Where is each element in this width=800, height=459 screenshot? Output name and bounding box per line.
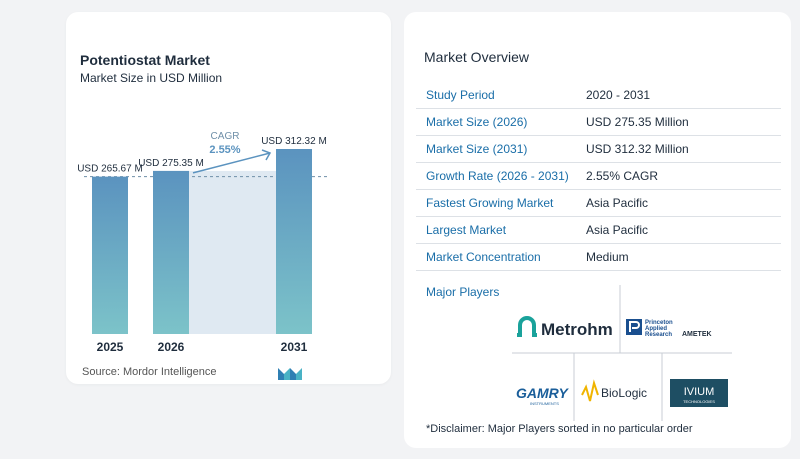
data-label-2031: USD 312.32 M <box>261 136 327 147</box>
chart-title: Potentiostat Market <box>80 52 210 68</box>
row-label: Market Size (2031) <box>426 142 528 156</box>
ivium-text: IVIUM <box>684 386 715 398</box>
cagr-arrow <box>192 152 271 174</box>
row-value: Asia Pacific <box>586 196 649 210</box>
table-row: Fastest Growing Market Asia Pacific <box>416 190 781 217</box>
metrohm-icon <box>517 316 537 337</box>
x-tick-label-2025: 2025 <box>97 340 124 354</box>
overview-title: Market Overview <box>424 49 530 65</box>
bar-chart: USD 265.67 M 2025 USD 275.35 M 2026 USD 312.… <box>77 131 328 354</box>
ivium-logo: IVIUM TECHNOLOGIES <box>670 379 728 407</box>
table-row: Study Period 2020 - 2031 <box>416 82 781 109</box>
source-text: Source: Mordor Intelligence <box>82 366 217 378</box>
table-row: Market Concentration Medium <box>416 244 781 271</box>
cagr-value: 2.55% <box>209 144 240 156</box>
gamry-text: GAMRY <box>516 385 570 401</box>
major-players-grid: Metrohm Princeton Applied Research AMETE… <box>512 285 732 421</box>
bar-2025 <box>92 176 128 334</box>
bar-2031 <box>276 149 312 334</box>
metrohm-text: Metrohm <box>541 320 613 339</box>
chart-subtitle: Market Size in USD Million <box>80 71 223 85</box>
metrohm-logo: Metrohm <box>517 316 613 339</box>
bar-2026 <box>153 170 189 334</box>
cagr-label: CAGR <box>211 131 240 142</box>
row-label: Fastest Growing Market <box>426 196 554 210</box>
x-tick-label-2026: 2026 <box>158 340 185 354</box>
row-label: Study Period <box>426 88 495 102</box>
data-label-2026: USD 275.35 M <box>138 158 204 169</box>
row-label: Largest Market <box>426 223 507 237</box>
table-row: Growth Rate (2026 - 2031) 2.55% CAGR <box>416 163 781 190</box>
mordor-logo-icon <box>278 368 302 380</box>
table-row: Market Size (2031) USD 312.32 Million <box>416 136 781 163</box>
market-overview-card: Market Overview Study Period 2020 - 2031… <box>404 12 791 448</box>
row-label: Market Concentration <box>426 250 541 264</box>
row-value: USD 312.32 Million <box>586 142 689 156</box>
table-row: Largest Market Asia Pacific <box>416 217 781 244</box>
row-label: Growth Rate (2026 - 2031) <box>426 169 569 183</box>
row-value: 2.55% CAGR <box>586 169 659 183</box>
major-players-label: Major Players <box>426 285 500 299</box>
overview-table: Study Period 2020 - 2031 Market Size (20… <box>416 82 781 271</box>
gamry-logo: GAMRY INSTRUMENTS <box>516 385 570 406</box>
data-label-2025: USD 265.67 M <box>77 164 143 175</box>
cagr-arrow-head-icon <box>261 149 272 161</box>
row-label: Market Size (2026) <box>426 115 528 129</box>
ametek-text: AMETEK <box>682 331 712 338</box>
table-row: Market Size (2026) USD 275.35 Million <box>416 109 781 136</box>
row-value: Medium <box>586 250 629 264</box>
chart-card: Potentiostat Market Market Size in USD M… <box>66 12 391 384</box>
row-value: Asia Pacific <box>586 223 649 237</box>
princeton-text-1: Princeton <box>645 320 673 326</box>
disclaimer-text: *Disclaimer: Major Players sorted in no … <box>426 423 693 435</box>
princeton-text-2: Applied <box>645 326 667 332</box>
row-value: USD 275.35 Million <box>586 115 689 129</box>
row-value: 2020 - 2031 <box>586 88 651 102</box>
biologic-wave-icon <box>581 379 599 402</box>
growth-highlight-band <box>189 170 276 334</box>
biologic-logo: BioLogic <box>581 379 647 402</box>
biologic-text: BioLogic <box>601 386 647 400</box>
ivium-sub-text: TECHNOLOGIES <box>683 399 715 404</box>
princeton-logo: Princeton Applied Research AMETEK <box>626 319 712 338</box>
gamry-sub-text: INSTRUMENTS <box>530 401 559 406</box>
x-tick-label-2031: 2031 <box>281 340 308 354</box>
princeton-text-3: Research <box>645 332 672 338</box>
